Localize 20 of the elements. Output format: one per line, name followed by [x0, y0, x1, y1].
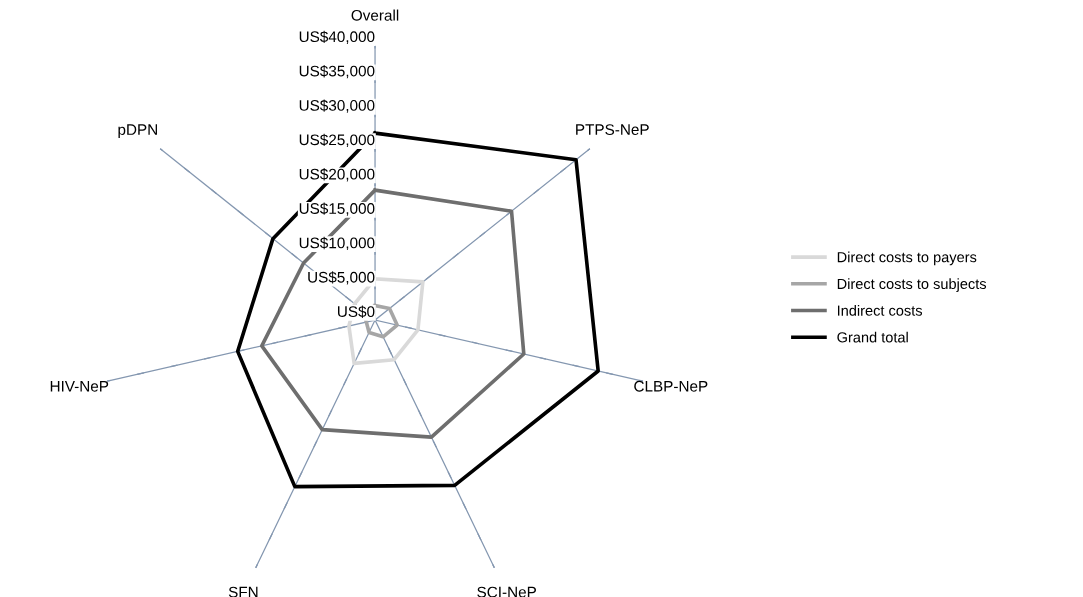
- spoke-label: PTPS-NeP: [576, 124, 649, 135]
- y-tick-label: US$15,000: [299, 202, 375, 216]
- spoke-label: Overall: [351, 9, 399, 21]
- legend-label: Direct costs to subjects: [837, 278, 987, 292]
- legend-label: Indirect costs: [837, 305, 923, 316]
- y-tick-label: US$20,000: [299, 168, 375, 182]
- spoke-label: SCI-NeP: [477, 586, 537, 597]
- y-tick-label: US$35,000: [299, 65, 375, 79]
- spoke-label: pDPN: [118, 124, 157, 139]
- y-tick-label: US$25,000: [299, 133, 375, 148]
- y-tick-label: US$30,000: [299, 99, 375, 113]
- spoke-label: SFN: [228, 586, 258, 597]
- spoke-label: CLBP-NeP: [634, 380, 708, 392]
- y-tick-label: US$10,000: [299, 236, 375, 251]
- spoke-label: HIV-NeP: [50, 381, 109, 392]
- y-tick-label: US$0: [338, 305, 375, 318]
- legend-label: Direct costs to payers: [837, 251, 977, 266]
- y-tick-label: US$5,000: [308, 271, 375, 285]
- y-tick-label: US$40,000: [299, 30, 375, 44]
- legend-label: Grand total: [837, 331, 908, 343]
